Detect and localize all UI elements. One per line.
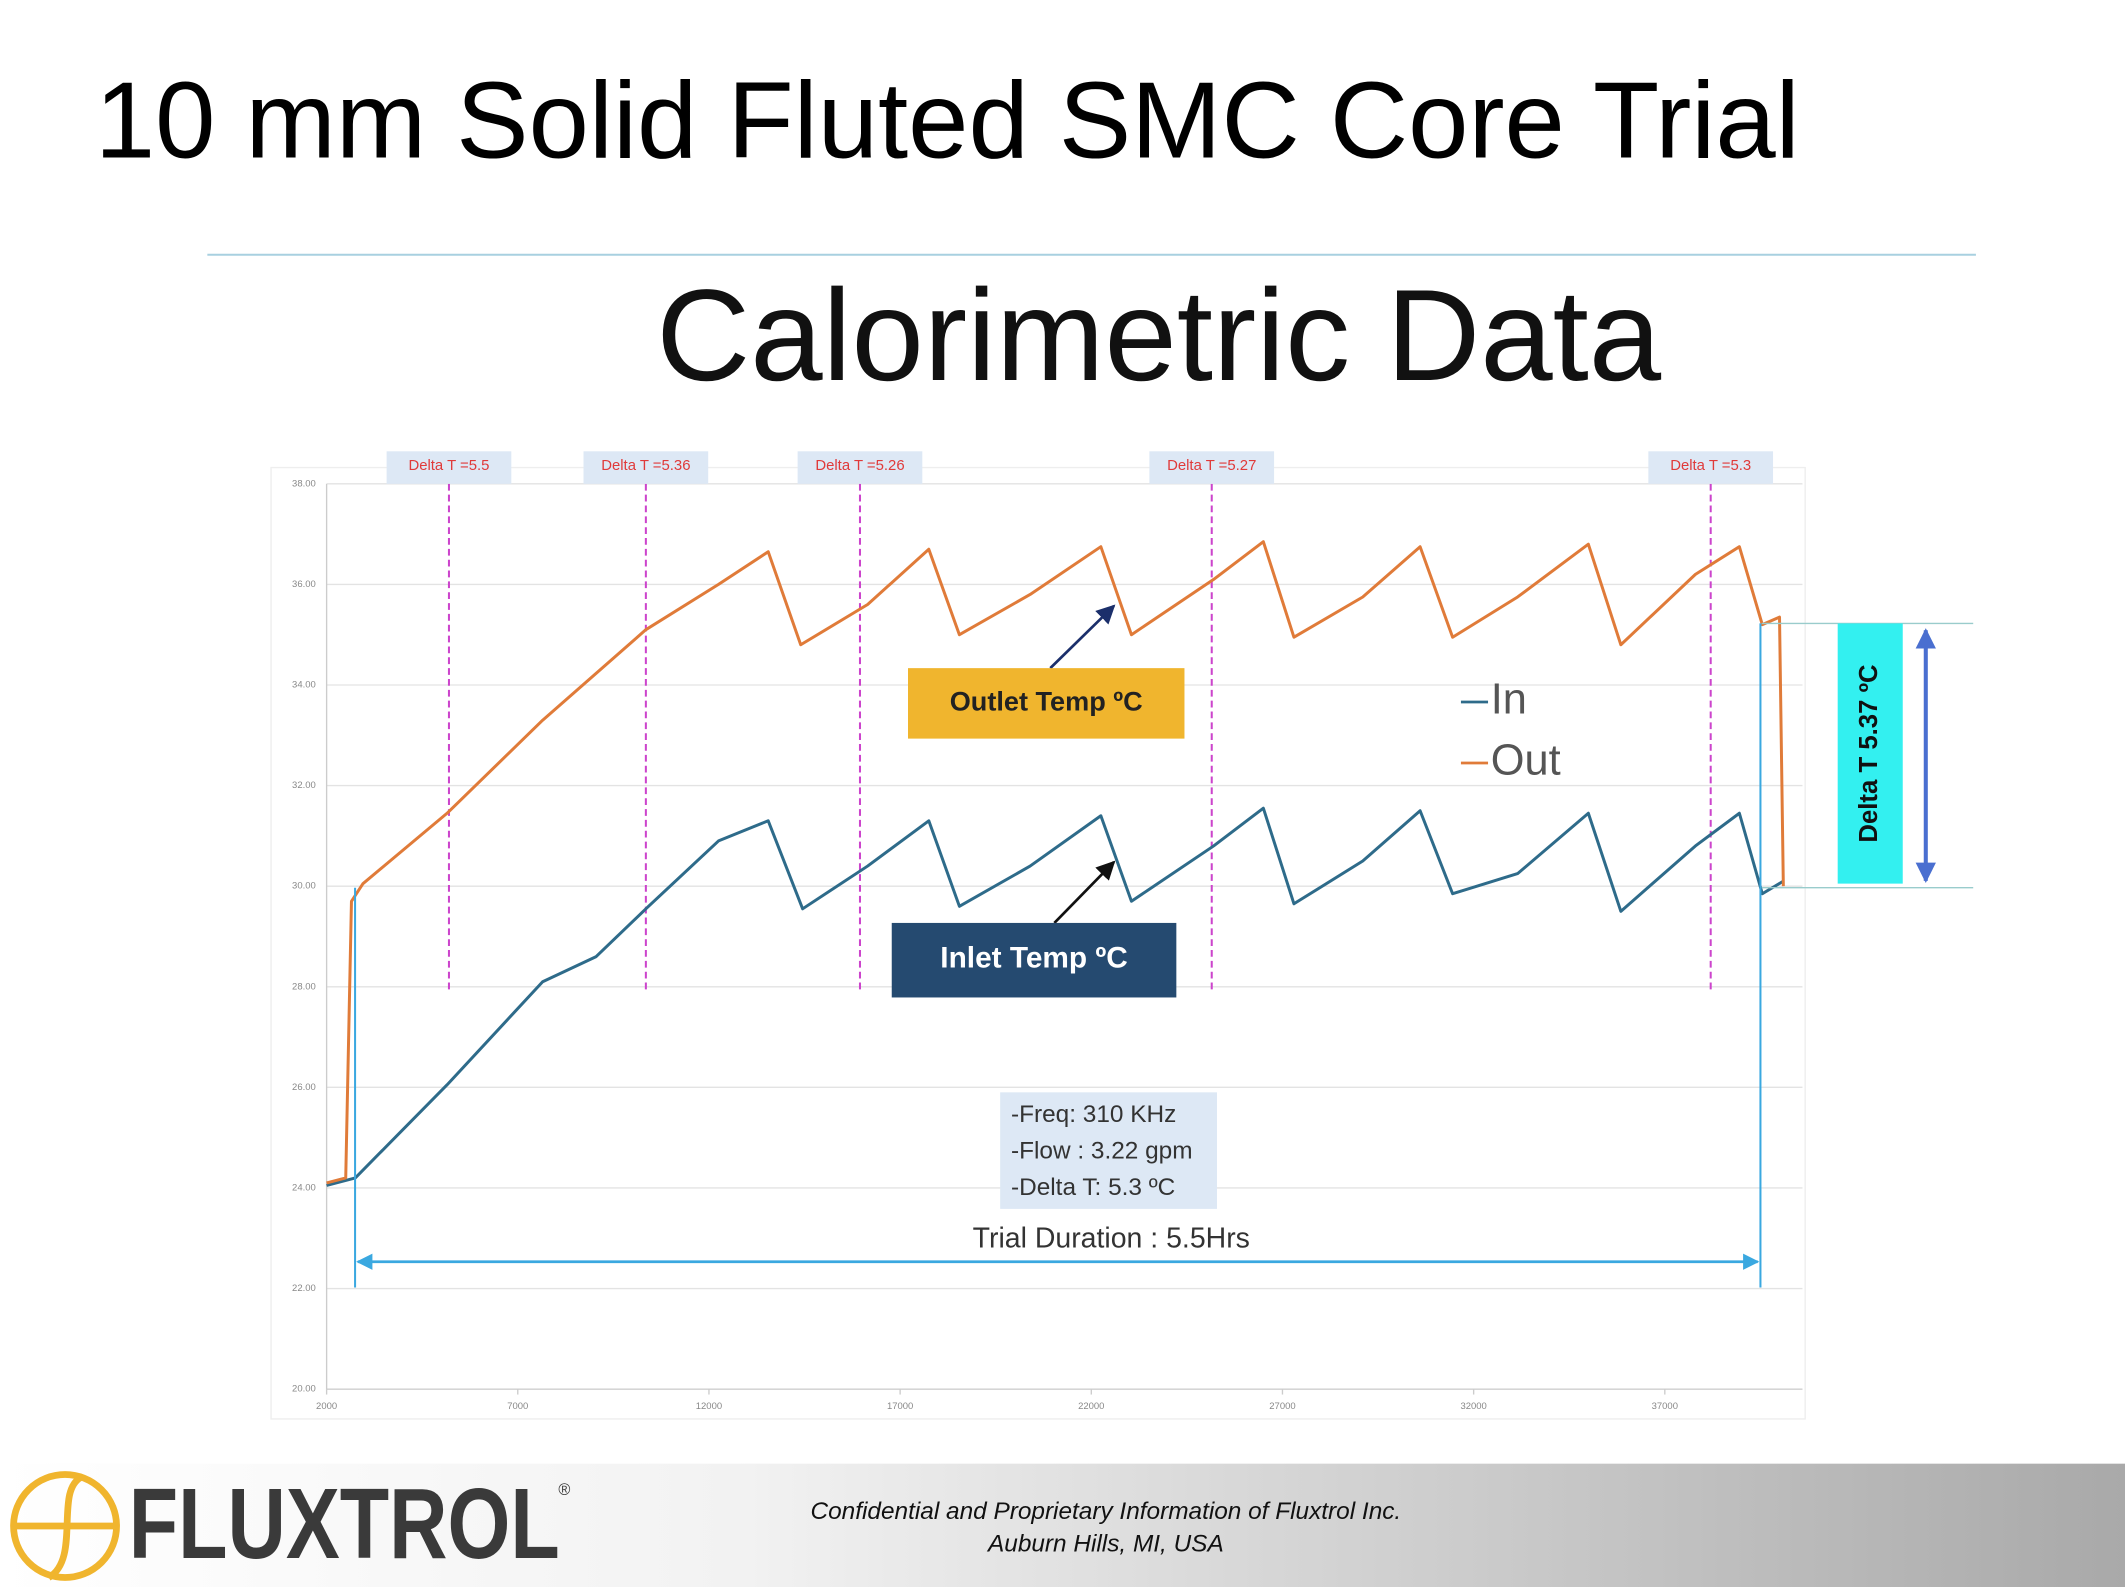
- y-tick-label: 26.00: [292, 1082, 316, 1093]
- y-tick-label: 24.00: [292, 1182, 316, 1193]
- series-line: [326, 806, 1785, 1187]
- x-tick-label: 2000: [316, 1401, 337, 1412]
- y-tick-label: 34.00: [292, 680, 316, 691]
- y-tick-label: 22.00: [292, 1283, 316, 1294]
- y-tick-label: 20.00: [292, 1384, 316, 1395]
- callout-box: [908, 668, 1185, 739]
- annotation-box: [386, 451, 512, 484]
- annotation-label: Delta T =5.26: [815, 458, 904, 474]
- callout-arrow: [1053, 860, 1116, 924]
- x-tick-label: 17000: [887, 1401, 913, 1412]
- delta-box: [1837, 623, 1903, 884]
- x-tick-label: 22000: [1078, 1401, 1104, 1412]
- footer-bar: [0, 1463, 2125, 1587]
- series-line: [326, 540, 1785, 1185]
- info-box: [1000, 1092, 1217, 1209]
- x-tick-label: 7000: [507, 1401, 528, 1412]
- annotation-label: Delta T =5.36: [601, 458, 690, 474]
- y-tick-label: 32.00: [292, 780, 316, 791]
- chart-title: Calorimetric Data: [656, 262, 1661, 408]
- x-tick-label: 32000: [1460, 1401, 1486, 1412]
- annotation-label: Delta T =5.3: [1670, 458, 1751, 474]
- legend-label: In: [1491, 675, 1527, 723]
- logo-mark: [46, 1474, 84, 1581]
- callout-arrow: [1049, 604, 1116, 670]
- delta-label: Delta T 5.37 ºC: [1855, 664, 1883, 842]
- footer-line: Confidential and Proprietary Information…: [811, 1498, 1402, 1525]
- y-tick-label: 38.00: [292, 478, 316, 489]
- logo-text: FLUXTROL: [129, 1468, 560, 1580]
- x-tick-label: 12000: [696, 1401, 722, 1412]
- annotation-box: [1149, 451, 1275, 484]
- annotation-box: [583, 451, 709, 484]
- info-line: -Flow : 3.22 gpm: [1011, 1137, 1193, 1164]
- legend-label: Out: [1491, 736, 1561, 784]
- annotation-box: [1648, 451, 1774, 484]
- duration-label: Trial Duration : 5.5Hrs: [973, 1223, 1250, 1255]
- x-tick-label: 27000: [1269, 1401, 1295, 1412]
- annotation-label: Delta T =5.27: [1167, 458, 1256, 474]
- slide-title: 10 mm Solid Fluted SMC Core Trial: [95, 59, 1800, 180]
- inlet-callout: Inlet Temp ºC: [940, 941, 1127, 974]
- outlet-callout: Outlet Temp ºC: [950, 686, 1143, 717]
- x-tick-label: 37000: [1652, 1401, 1678, 1412]
- annotation-box: [797, 451, 923, 484]
- annotation-label: Delta T =5.5: [408, 458, 489, 474]
- callout-box: [891, 922, 1177, 998]
- footer-line: Auburn Hills, MI, USA: [986, 1530, 1224, 1557]
- logo-registered: ®: [558, 1481, 570, 1499]
- y-tick-label: 30.00: [292, 881, 316, 892]
- y-tick-label: 36.00: [292, 579, 316, 590]
- y-tick-label: 28.00: [292, 981, 316, 992]
- info-line: -Delta T: 5.3 ºC: [1011, 1174, 1175, 1201]
- info-line: -Freq: 310 KHz: [1011, 1101, 1176, 1128]
